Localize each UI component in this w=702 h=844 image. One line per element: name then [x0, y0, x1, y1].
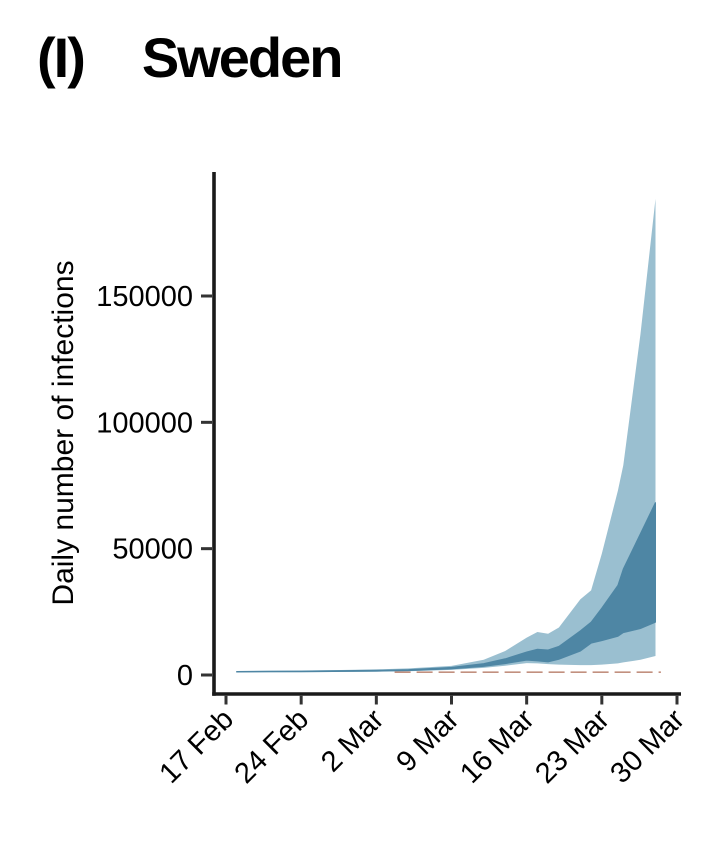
country-name: Sweden	[141, 26, 344, 89]
ci95-band	[236, 198, 656, 673]
y-tick-label: 150000	[96, 281, 193, 313]
x-tick-label: 30 Mar	[604, 703, 691, 790]
y-axis-tick-labels: 0 50000 100000 150000	[96, 281, 193, 692]
ci50-band	[236, 502, 656, 673]
panel-index-label: (I)	[37, 26, 86, 89]
y-axis-title: Daily number of infections	[47, 260, 80, 605]
x-tick-label: 23 Mar	[529, 703, 616, 790]
axes	[212, 172, 681, 696]
y-tick-label: 0	[177, 660, 193, 692]
figure-title: (I) Sweden	[37, 26, 344, 89]
x-tick-label: 16 Mar	[454, 703, 541, 790]
credible-interval-bands	[236, 198, 656, 673]
x-tick-label: 2 Mar	[315, 703, 390, 778]
y-tick-label: 100000	[96, 407, 193, 439]
y-tick-label: 50000	[112, 534, 193, 566]
x-tick-label: 17 Feb	[153, 703, 239, 789]
y-axis-ticks	[201, 294, 212, 677]
x-axis-ticks	[224, 695, 679, 705]
x-tick-label: 24 Feb	[229, 703, 315, 789]
